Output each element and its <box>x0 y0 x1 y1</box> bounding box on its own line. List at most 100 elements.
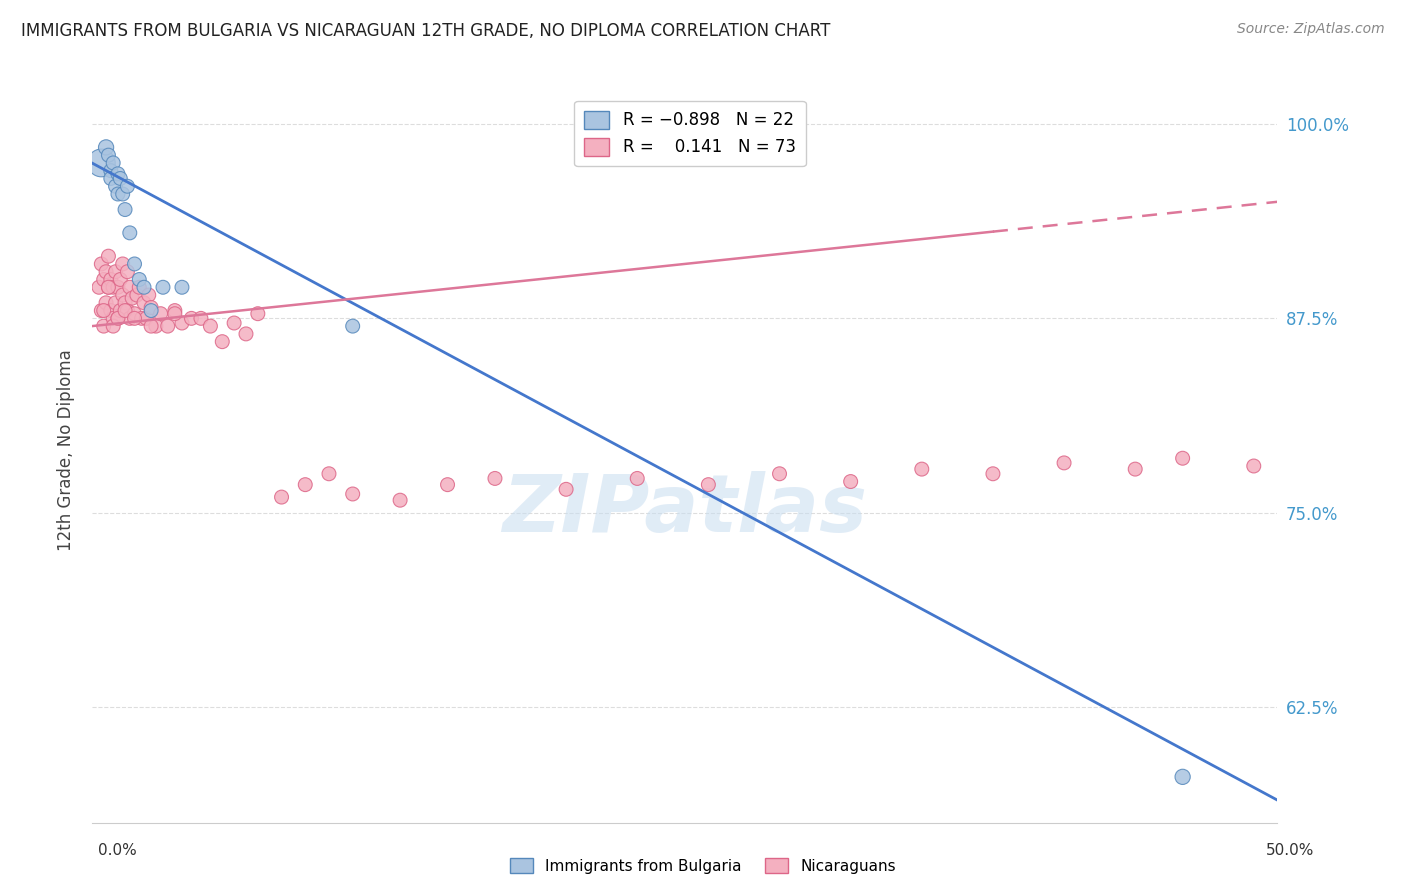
Point <box>107 311 129 326</box>
Point <box>389 493 412 508</box>
Point <box>1053 456 1076 470</box>
Point <box>103 156 125 170</box>
Point <box>107 186 129 201</box>
Point <box>93 272 115 286</box>
Point <box>114 303 136 318</box>
Point <box>436 477 458 491</box>
Point <box>555 483 578 497</box>
Point <box>104 179 127 194</box>
Point <box>103 311 125 326</box>
Point <box>294 477 316 491</box>
Point <box>128 280 150 294</box>
Point <box>111 257 134 271</box>
Point <box>224 316 246 330</box>
Point <box>93 303 115 318</box>
Point <box>97 280 120 294</box>
Point <box>246 307 269 321</box>
Point <box>1171 770 1194 784</box>
Point <box>139 319 162 334</box>
Point <box>156 319 179 334</box>
Point <box>170 316 193 330</box>
Point <box>107 280 129 294</box>
Text: 0.0%: 0.0% <box>98 843 138 858</box>
Point <box>626 471 648 485</box>
Point <box>342 319 364 334</box>
Point <box>138 288 160 302</box>
Point <box>97 148 120 162</box>
Point <box>117 179 139 194</box>
Point <box>118 311 141 326</box>
Point <box>110 171 132 186</box>
Text: ZIPatlas: ZIPatlas <box>502 471 868 549</box>
Point <box>111 186 134 201</box>
Y-axis label: 12th Grade, No Diploma: 12th Grade, No Diploma <box>58 350 75 551</box>
Point <box>768 467 790 481</box>
Point <box>152 280 174 294</box>
Point <box>270 490 292 504</box>
Point <box>100 171 122 186</box>
Point <box>110 272 132 286</box>
Point <box>90 156 112 170</box>
Point <box>103 319 125 334</box>
Point <box>94 295 117 310</box>
Point <box>97 249 120 263</box>
Point <box>697 477 720 491</box>
Legend: R = −0.898   N = 22, R =    0.141   N = 73: R = −0.898 N = 22, R = 0.141 N = 73 <box>575 101 806 167</box>
Point <box>90 303 112 318</box>
Point <box>131 311 153 326</box>
Point <box>93 319 115 334</box>
Point <box>107 311 129 326</box>
Point <box>121 291 143 305</box>
Point <box>190 311 212 326</box>
Point <box>318 467 340 481</box>
Point <box>163 307 186 321</box>
Point <box>981 467 1004 481</box>
Point <box>211 334 233 349</box>
Point <box>87 280 110 294</box>
Point <box>97 280 120 294</box>
Point <box>117 265 139 279</box>
Point <box>135 311 157 326</box>
Point <box>139 301 162 315</box>
Point <box>100 303 122 318</box>
Point <box>124 307 146 321</box>
Point <box>118 226 141 240</box>
Legend: Immigrants from Bulgaria, Nicaraguans: Immigrants from Bulgaria, Nicaraguans <box>505 852 901 880</box>
Point <box>1243 458 1265 473</box>
Point <box>118 280 141 294</box>
Point <box>149 307 172 321</box>
Point <box>104 295 127 310</box>
Point <box>100 163 122 178</box>
Point <box>94 140 117 154</box>
Point <box>911 462 934 476</box>
Point <box>139 303 162 318</box>
Point <box>114 295 136 310</box>
Point <box>839 475 862 489</box>
Point <box>125 288 148 302</box>
Point <box>103 280 125 294</box>
Point <box>90 257 112 271</box>
Point <box>132 295 155 310</box>
Point <box>1123 462 1146 476</box>
Point <box>124 257 146 271</box>
Text: IMMIGRANTS FROM BULGARIA VS NICARAGUAN 12TH GRADE, NO DIPLOMA CORRELATION CHART: IMMIGRANTS FROM BULGARIA VS NICARAGUAN 1… <box>21 22 831 40</box>
Point <box>117 303 139 318</box>
Point <box>484 471 506 485</box>
Point <box>114 202 136 217</box>
Point <box>132 280 155 294</box>
Point <box>235 326 257 341</box>
Text: 50.0%: 50.0% <box>1267 843 1315 858</box>
Point <box>100 272 122 286</box>
Point <box>163 303 186 318</box>
Point <box>94 265 117 279</box>
Point <box>104 265 127 279</box>
Point <box>111 288 134 302</box>
Point <box>124 311 146 326</box>
Point <box>342 487 364 501</box>
Point <box>128 272 150 286</box>
Text: Source: ZipAtlas.com: Source: ZipAtlas.com <box>1237 22 1385 37</box>
Point <box>110 303 132 318</box>
Point <box>107 167 129 181</box>
Point <box>170 280 193 294</box>
Point <box>145 319 167 334</box>
